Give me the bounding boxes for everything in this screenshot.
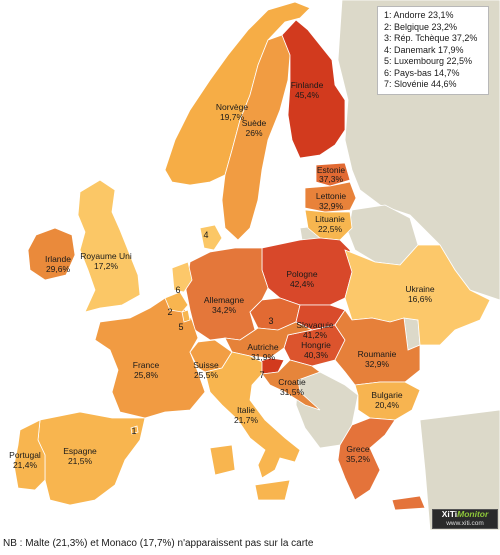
label-estonie-value: 37,3% — [319, 174, 344, 184]
legend-box: 1: Andorre 23,1% 2: Belgique 23,2% 3: Ré… — [377, 6, 489, 95]
label-irlande-value: 29,6% — [46, 264, 71, 274]
country-portugal[interactable] — [13, 419, 46, 491]
label-lettonie-name: Lettonie — [316, 191, 347, 201]
label-espagne-name: Espagne — [63, 446, 97, 456]
label-italie-value: 21,7% — [234, 415, 259, 425]
marker-rep-tcheque: 3 — [268, 316, 273, 326]
logo-brand: XiTiMonitor — [433, 510, 497, 519]
legend-item-belgique: 2: Belgique 23,2% — [384, 21, 458, 32]
legend-item-pays-bas: 6: Pays-bas 14,7% — [384, 67, 460, 78]
label-hongrie-name: Hongrie — [301, 340, 331, 350]
label-autriche-value: 31,9% — [251, 352, 276, 362]
country-pays-bas[interactable] — [171, 261, 193, 293]
label-ukraine-value: 16,6% — [408, 294, 433, 304]
map-svg: Finlande 45,4% Norvège 19,7% Suède 26% E… — [9, 0, 500, 530]
label-allemagne-value: 34,2% — [212, 305, 237, 315]
country-royaume-uni[interactable] — [77, 179, 141, 313]
country-lettonie[interactable] — [304, 181, 357, 213]
label-bulgarie-name: Bulgarie — [371, 390, 402, 400]
label-bulgarie-value: 20,4% — [375, 400, 400, 410]
label-suisse-value: 25,5% — [194, 370, 219, 380]
label-portugal-value: 21,4% — [13, 460, 38, 470]
label-france-name: France — [133, 360, 160, 370]
label-finlande-name: Finlande — [291, 80, 324, 90]
marker-luxembourg: 5 — [178, 322, 183, 332]
label-espagne-value: 21,5% — [68, 456, 93, 466]
country-lituanie[interactable] — [304, 209, 353, 241]
logo-url: www.xiti.com — [446, 520, 484, 527]
label-norvege-name: Norvège — [216, 102, 248, 112]
xiti-monitor-logo: XiTiMonitor www.xiti.com — [432, 509, 498, 529]
country-suede[interactable] — [221, 34, 291, 241]
small-country-markers: 4 6 2 5 3 7 1 — [131, 230, 273, 436]
label-lituanie-name: Lituanie — [315, 214, 345, 224]
country-andorre[interactable] — [130, 425, 139, 435]
label-croatie-name: Croatie — [278, 377, 306, 387]
label-slovaquie-value: 41,2% — [303, 330, 328, 340]
label-roumanie-name: Roumanie — [358, 349, 397, 359]
country-grece[interactable] — [337, 417, 426, 511]
label-suede-value: 26% — [245, 128, 262, 138]
legend-item-slovenie: 7: Slovénie 44,6% — [384, 79, 457, 89]
label-croatie-value: 31,5% — [280, 387, 305, 397]
label-slovaquie-name: Slovaquie — [296, 320, 334, 330]
label-france-value: 25,8% — [134, 370, 159, 380]
marker-pays-bas: 6 — [175, 285, 180, 295]
marker-danemark: 4 — [203, 230, 208, 240]
label-pologne-name: Pologne — [286, 269, 317, 279]
label-irlande-name: Irlande — [45, 254, 71, 264]
legend-item-andorre: 1: Andorre 23,1% — [384, 10, 454, 20]
label-ukraine-name: Ukraine — [405, 284, 435, 294]
label-lettonie-value: 32,9% — [319, 201, 344, 211]
legend-item-luxembourg: 5: Luxembourg 22,5% — [384, 56, 473, 66]
label-norvege-value: 19,7% — [220, 112, 245, 122]
label-italie-name: Italie — [237, 405, 255, 415]
label-allemagne-name: Allemagne — [204, 295, 244, 305]
turkey-region — [419, 409, 500, 530]
label-lituanie-value: 22,5% — [318, 224, 343, 234]
logo-brand-a: XiTi — [441, 509, 458, 519]
country-roumanie[interactable] — [334, 309, 421, 386]
country-allemagne[interactable] — [185, 247, 269, 341]
country-irlande[interactable] — [27, 227, 76, 281]
marker-slovenie: 7 — [259, 370, 264, 380]
country-italie[interactable] — [204, 351, 301, 501]
country-estonie[interactable] — [315, 162, 351, 187]
legend-item-rep-tcheque: 3: Rép. Tchèque 37,2% — [384, 33, 478, 43]
footnote: NB : Malte (21,3%) et Monaco (17,7%) n'a… — [3, 538, 314, 549]
label-estonie-name: Estonie — [317, 165, 346, 175]
legend-item-danemark: 4: Danemark 17,9% — [384, 44, 464, 55]
label-pologne-value: 42,4% — [290, 279, 315, 289]
countries-layer — [13, 1, 491, 511]
country-bulgarie[interactable] — [354, 381, 421, 421]
label-royaume-uni-name: Royaume Uni — [80, 251, 132, 261]
label-portugal-name: Portugal — [9, 450, 41, 460]
country-labels: Finlande 45,4% Norvège 19,7% Suède 26% E… — [9, 80, 435, 470]
country-croatie[interactable] — [261, 359, 321, 411]
label-royaume-uni-value: 17,2% — [94, 261, 119, 271]
country-belgique[interactable] — [164, 291, 189, 313]
label-grece-name: Grece — [346, 444, 369, 454]
label-grece-value: 35,2% — [346, 454, 371, 464]
marker-belgique: 2 — [167, 307, 172, 317]
country-luxembourg[interactable] — [181, 309, 191, 323]
label-hongrie-value: 40,3% — [304, 350, 329, 360]
country-norvege[interactable] — [164, 1, 311, 186]
label-suisse-name: Suisse — [193, 360, 219, 370]
europe-map: Finlande 45,4% Norvège 19,7% Suède 26% E… — [9, 0, 500, 530]
label-roumanie-value: 32,9% — [365, 359, 390, 369]
country-finlande[interactable] — [281, 19, 346, 159]
label-suede-name: Suède — [242, 118, 267, 128]
label-finlande-value: 45,4% — [295, 90, 320, 100]
country-danemark[interactable] — [199, 224, 223, 251]
logo-brand-b: Monitor — [457, 509, 489, 519]
marker-andorre: 1 — [131, 426, 136, 436]
label-autriche-name: Autriche — [247, 342, 278, 352]
